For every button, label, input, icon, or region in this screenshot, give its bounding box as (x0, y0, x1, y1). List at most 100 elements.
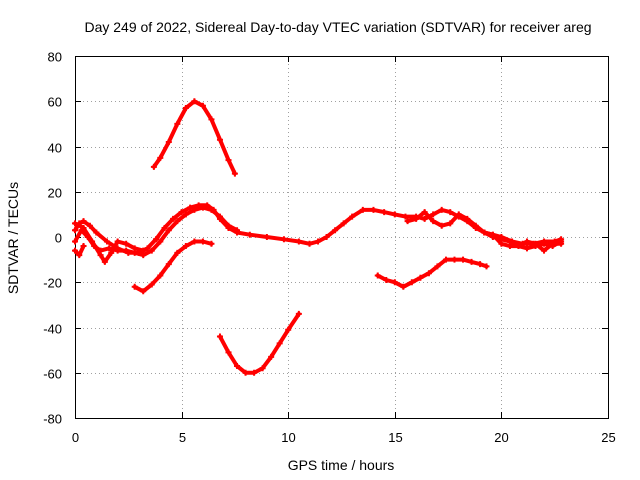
data-point (447, 209, 454, 216)
y-axis-label: SDTVAR / TECUs (5, 182, 21, 294)
data-point (400, 283, 407, 290)
data-point (370, 206, 377, 213)
data-point (182, 243, 189, 250)
y-tick-label: 40 (48, 141, 62, 156)
data-point (276, 340, 283, 347)
data-point (103, 238, 110, 245)
data-point (383, 276, 390, 283)
data-point (455, 211, 462, 218)
data-point (216, 333, 223, 340)
series-arc-mid-low (132, 239, 214, 294)
data-point (86, 222, 93, 229)
data-point (234, 227, 241, 234)
data-point (246, 231, 253, 238)
data-point (225, 349, 232, 356)
data-point (208, 206, 215, 213)
data-point (549, 240, 556, 247)
data-point (323, 234, 330, 240)
data-point (225, 157, 232, 164)
y-tick-label: -40 (43, 322, 62, 337)
data-point (72, 247, 78, 254)
data-point (72, 220, 78, 227)
data-point (295, 310, 302, 317)
data-point (225, 222, 232, 229)
data-point (498, 240, 505, 247)
data-point (541, 247, 548, 254)
data-point (216, 213, 223, 220)
data-point (101, 258, 108, 265)
data-point (447, 220, 454, 227)
data-point (332, 227, 339, 234)
data-point (108, 249, 115, 256)
data-point (295, 238, 302, 245)
tick-layer: 0 5 10 15 20 25 -80 -60 -40 -20 0 20 40 60 80 (43, 50, 616, 446)
data-point (359, 206, 366, 213)
data-point (417, 274, 424, 281)
data-point (421, 209, 428, 216)
data-point (438, 206, 445, 213)
data-point (157, 272, 164, 279)
data-point (114, 238, 121, 245)
data-point (199, 238, 206, 245)
data-point (199, 204, 206, 211)
data-point (381, 209, 388, 216)
data-point (157, 154, 164, 161)
data-point (165, 227, 172, 234)
data-point (285, 326, 292, 333)
y-tick-label: -60 (43, 367, 62, 382)
data-point (148, 247, 155, 254)
series-layer (72, 98, 565, 376)
data-point (174, 120, 181, 127)
data-point (306, 240, 313, 247)
data-point (483, 263, 490, 270)
data-point (515, 243, 522, 250)
data-point (174, 249, 181, 256)
data-point (451, 256, 458, 263)
data-point (199, 102, 206, 109)
data-point (123, 240, 130, 247)
data-point (76, 252, 83, 259)
data-point (541, 240, 548, 247)
data-point (315, 238, 322, 245)
data-point (72, 238, 78, 245)
data-point (259, 365, 266, 372)
data-point (131, 245, 138, 252)
data-point (150, 163, 157, 170)
data-point (234, 362, 241, 369)
data-point (80, 224, 87, 231)
data-point (97, 252, 104, 259)
data-point (468, 258, 475, 265)
data-point (148, 281, 155, 288)
data-point (268, 353, 275, 360)
data-point (182, 105, 189, 112)
data-point (460, 256, 467, 263)
y-tick-label: 20 (48, 186, 62, 201)
data-point (425, 270, 432, 277)
data-point (187, 204, 194, 211)
data-point (208, 116, 215, 123)
data-point (106, 245, 113, 252)
data-point (174, 218, 181, 225)
x-axis-label: GPS time / hours (288, 457, 395, 473)
data-point (251, 369, 258, 376)
data-point (430, 211, 437, 218)
data-point (157, 238, 164, 245)
data-point (402, 213, 409, 220)
y-tick-label: 0 (55, 231, 62, 246)
y-tick-label: 80 (48, 50, 62, 65)
data-point (421, 215, 428, 222)
x-tick-label: 0 (72, 430, 79, 445)
data-point (442, 256, 449, 263)
series-arc-main-b (73, 205, 239, 258)
series-arc-late-tail (482, 230, 564, 253)
data-point (523, 245, 530, 252)
x-tick-label: 10 (281, 430, 295, 445)
data-point (114, 247, 121, 254)
x-tick-label: 20 (494, 430, 508, 445)
data-point (506, 243, 513, 250)
series-arc-main-c (73, 221, 146, 264)
data-point (231, 170, 238, 177)
data-point (191, 206, 198, 213)
data-point (523, 238, 530, 245)
